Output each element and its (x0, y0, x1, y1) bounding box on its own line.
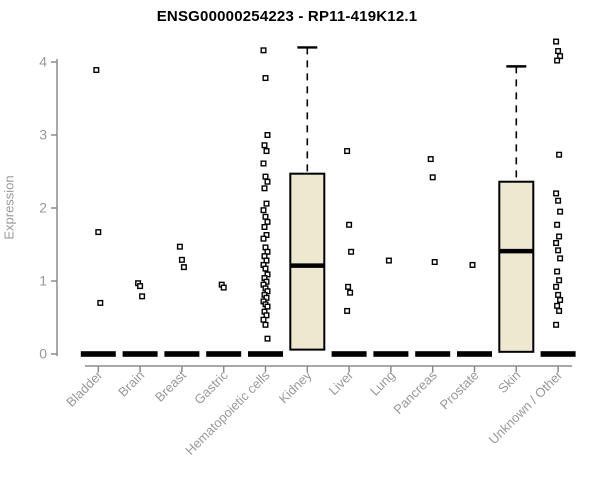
data-point (555, 247, 562, 254)
data-point (469, 261, 476, 268)
zero-median-bar (206, 351, 242, 357)
data-point (262, 75, 269, 82)
data-point (176, 243, 183, 250)
zero-median-bar (331, 351, 367, 357)
data-point (556, 307, 563, 314)
data-point (264, 303, 271, 310)
data-point (346, 221, 353, 228)
category-label-brain: Brain (115, 368, 147, 400)
category-label-skin: Skin (495, 368, 523, 396)
data-point (556, 233, 563, 240)
zero-median-bar (540, 351, 576, 357)
category-label-gastric: Gastric (191, 367, 231, 407)
data-point (344, 307, 351, 314)
data-point (263, 200, 270, 207)
data-point (347, 289, 354, 296)
zero-median-bar (248, 351, 283, 357)
data-point (553, 38, 560, 45)
data-point (262, 265, 269, 272)
data-point (264, 178, 271, 185)
category-label-lung: Lung (367, 368, 398, 399)
data-point (344, 148, 351, 155)
data-point (261, 223, 268, 230)
data-point (260, 316, 267, 323)
data-point (554, 302, 561, 309)
y-tick-label: 2 (39, 200, 47, 216)
data-point (348, 248, 355, 255)
data-point (262, 213, 269, 220)
category-label-bladder: Bladder (63, 367, 106, 410)
data-point (557, 296, 564, 303)
data-point (261, 142, 268, 149)
data-point (431, 259, 438, 266)
data-point (178, 256, 185, 263)
data-point (556, 277, 563, 284)
data-point (93, 67, 100, 74)
zero-median-bar (373, 351, 409, 357)
data-point (553, 240, 560, 247)
data-point (137, 283, 144, 290)
data-point (262, 321, 269, 328)
data-point (264, 218, 271, 225)
y-tick-label: 1 (39, 273, 47, 289)
data-point (261, 185, 268, 192)
chart-title: ENSG00000254223 - RP11-419K12.1 (156, 8, 418, 25)
data-point (264, 131, 271, 138)
data-point (553, 283, 560, 290)
data-point (97, 299, 104, 306)
box-kidney (289, 172, 326, 351)
data-point (260, 235, 267, 242)
category-label-kidney: Kidney (276, 367, 315, 406)
zero-median-bar (80, 351, 116, 357)
data-point (427, 156, 434, 163)
data-point (429, 174, 436, 181)
data-point (557, 208, 564, 215)
data-point (555, 291, 562, 298)
category-label-prostate: Prostate (437, 368, 482, 413)
zero-median-bar (457, 351, 492, 357)
data-point (263, 148, 270, 155)
data-point (260, 207, 267, 214)
data-point (220, 284, 227, 291)
category-label-pancreas: Pancreas (390, 367, 440, 417)
category-label-unknown-other: Unknown / Other (486, 367, 566, 447)
y-tick-label: 3 (39, 127, 47, 143)
data-point (557, 255, 564, 262)
data-point (260, 47, 267, 54)
data-point (139, 293, 146, 300)
data-point (262, 173, 269, 180)
y-tick-label: 0 (39, 346, 47, 362)
data-point (95, 229, 102, 236)
zero-median-bar (164, 351, 200, 357)
data-point (553, 190, 560, 197)
y-tick-label: 4 (39, 54, 47, 70)
category-label-breast: Breast (152, 367, 189, 404)
data-point (555, 48, 562, 55)
data-point (264, 335, 271, 342)
box-skin (498, 180, 535, 353)
category-label-liver: Liver (326, 367, 357, 398)
data-point (385, 257, 392, 264)
data-point (554, 221, 561, 228)
data-point (345, 283, 352, 290)
data-point (556, 151, 563, 158)
zero-median-bar (415, 351, 451, 357)
data-point (554, 268, 561, 275)
data-point (555, 197, 562, 204)
data-point (260, 160, 267, 167)
data-point (180, 264, 187, 271)
zero-median-bar (122, 351, 158, 357)
data-point (553, 321, 560, 328)
data-point (554, 57, 561, 64)
